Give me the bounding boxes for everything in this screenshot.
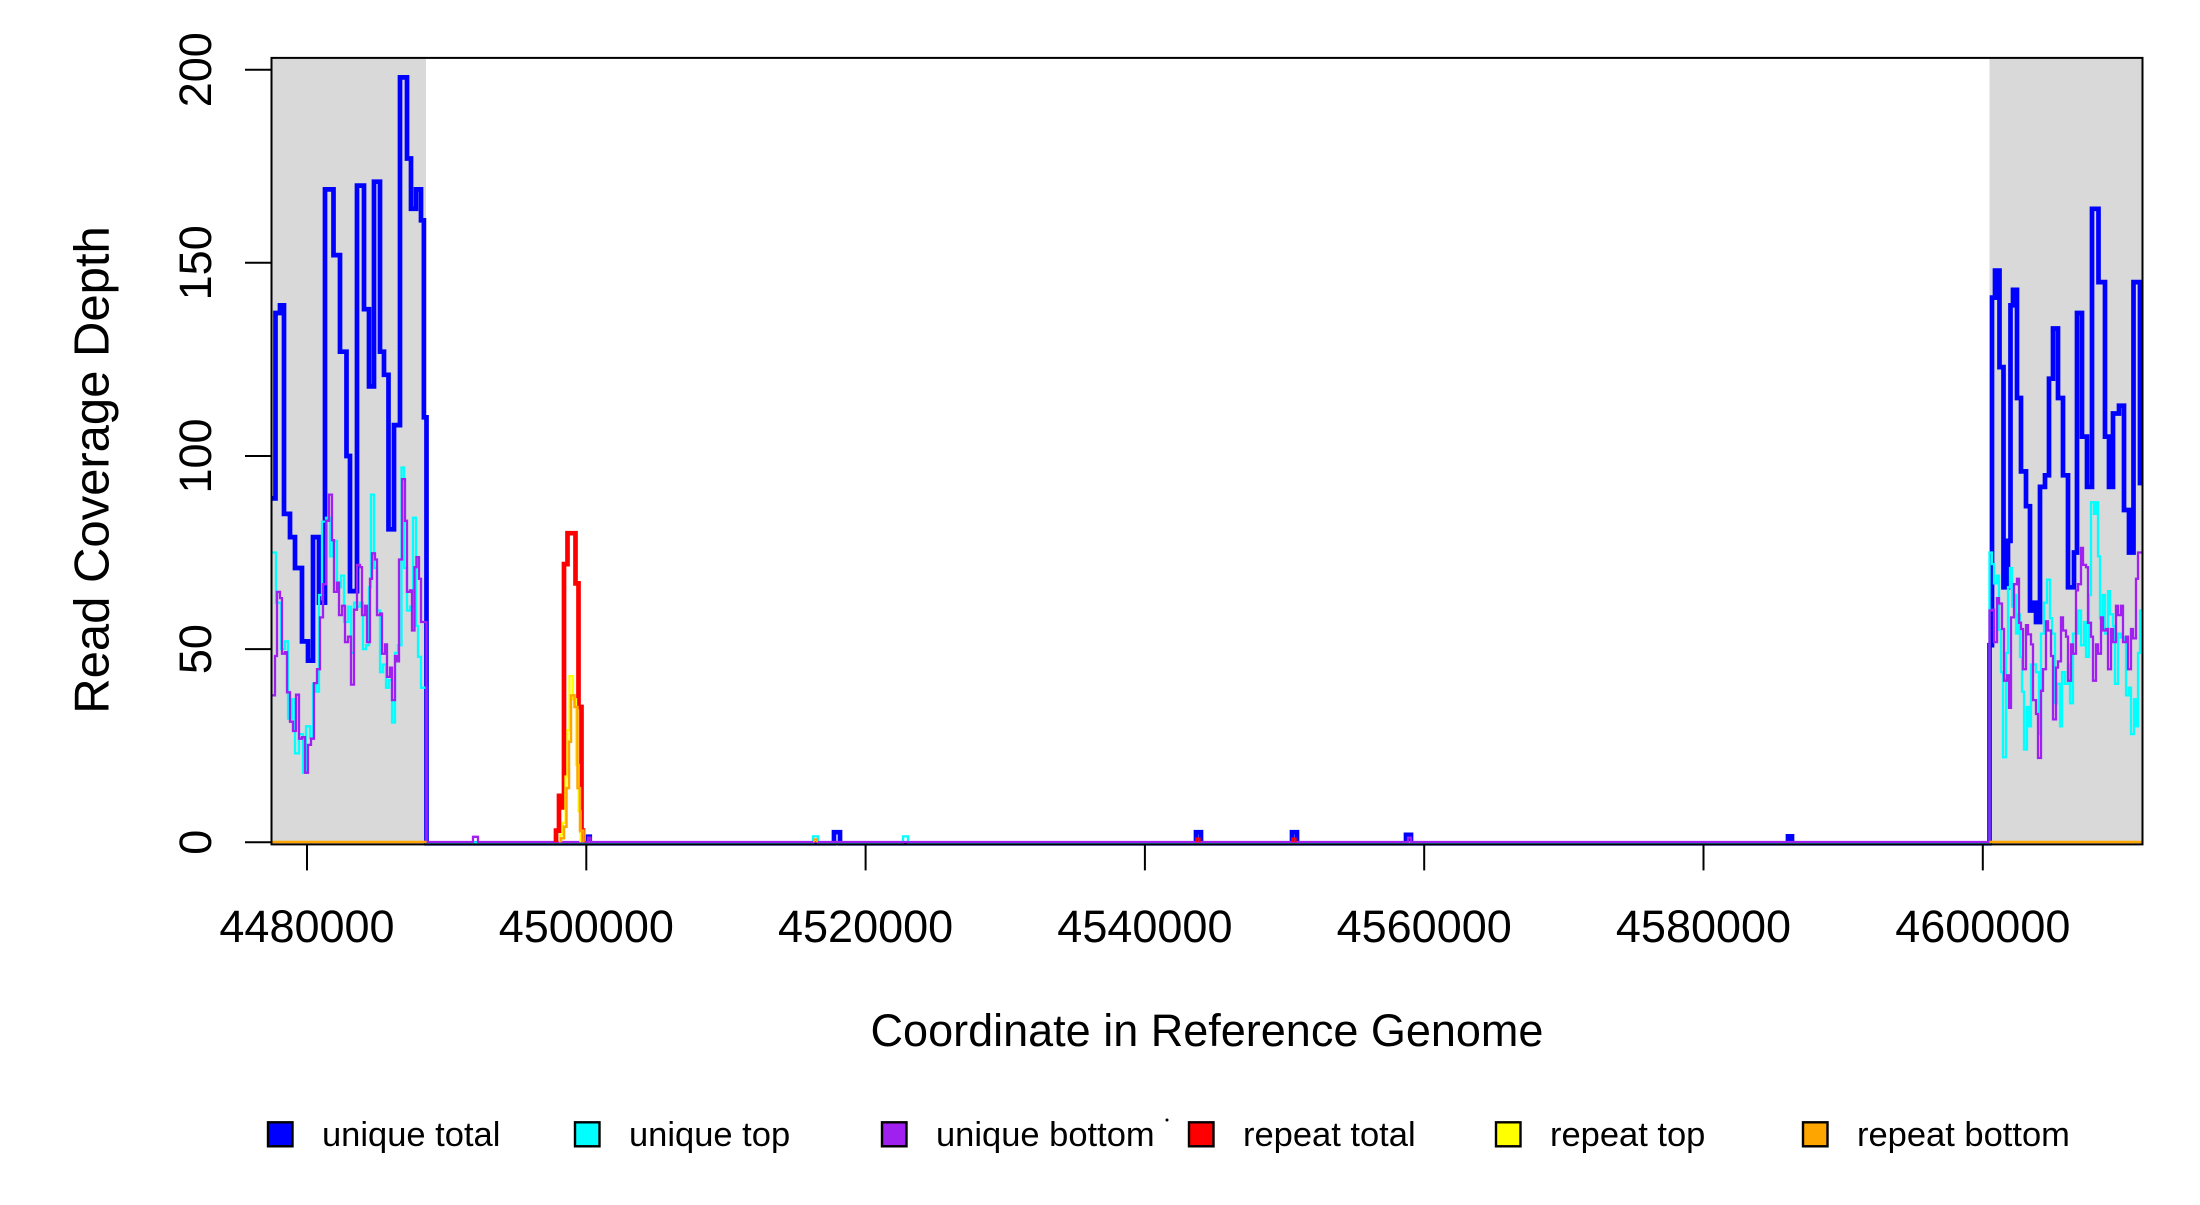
svg-text:4600000: 4600000	[1895, 901, 2070, 952]
svg-text:200: 200	[170, 32, 221, 107]
svg-text:4580000: 4580000	[1616, 901, 1791, 952]
svg-text:unique top: unique top	[629, 1116, 790, 1154]
svg-text:unique bottom: unique bottom	[936, 1116, 1155, 1154]
svg-text:50: 50	[170, 624, 221, 674]
svg-text:repeat total: repeat total	[1243, 1116, 1416, 1154]
svg-text:unique total: unique total	[322, 1116, 500, 1154]
svg-text:100: 100	[170, 418, 221, 493]
svg-text:4500000: 4500000	[499, 901, 674, 952]
svg-text:repeat bottom: repeat bottom	[1857, 1116, 2070, 1154]
svg-text:4520000: 4520000	[778, 901, 953, 952]
svg-text:repeat top: repeat top	[1550, 1116, 1705, 1154]
svg-text:150: 150	[170, 225, 221, 300]
svg-text:Coordinate in Reference Genome: Coordinate in Reference Genome	[871, 1005, 1544, 1056]
svg-text:Read Coverage Depth: Read Coverage Depth	[66, 226, 120, 714]
svg-text:4560000: 4560000	[1337, 901, 1512, 952]
svg-text:4480000: 4480000	[219, 901, 394, 952]
svg-text:0: 0	[170, 830, 221, 855]
svg-text:4540000: 4540000	[1057, 901, 1232, 952]
